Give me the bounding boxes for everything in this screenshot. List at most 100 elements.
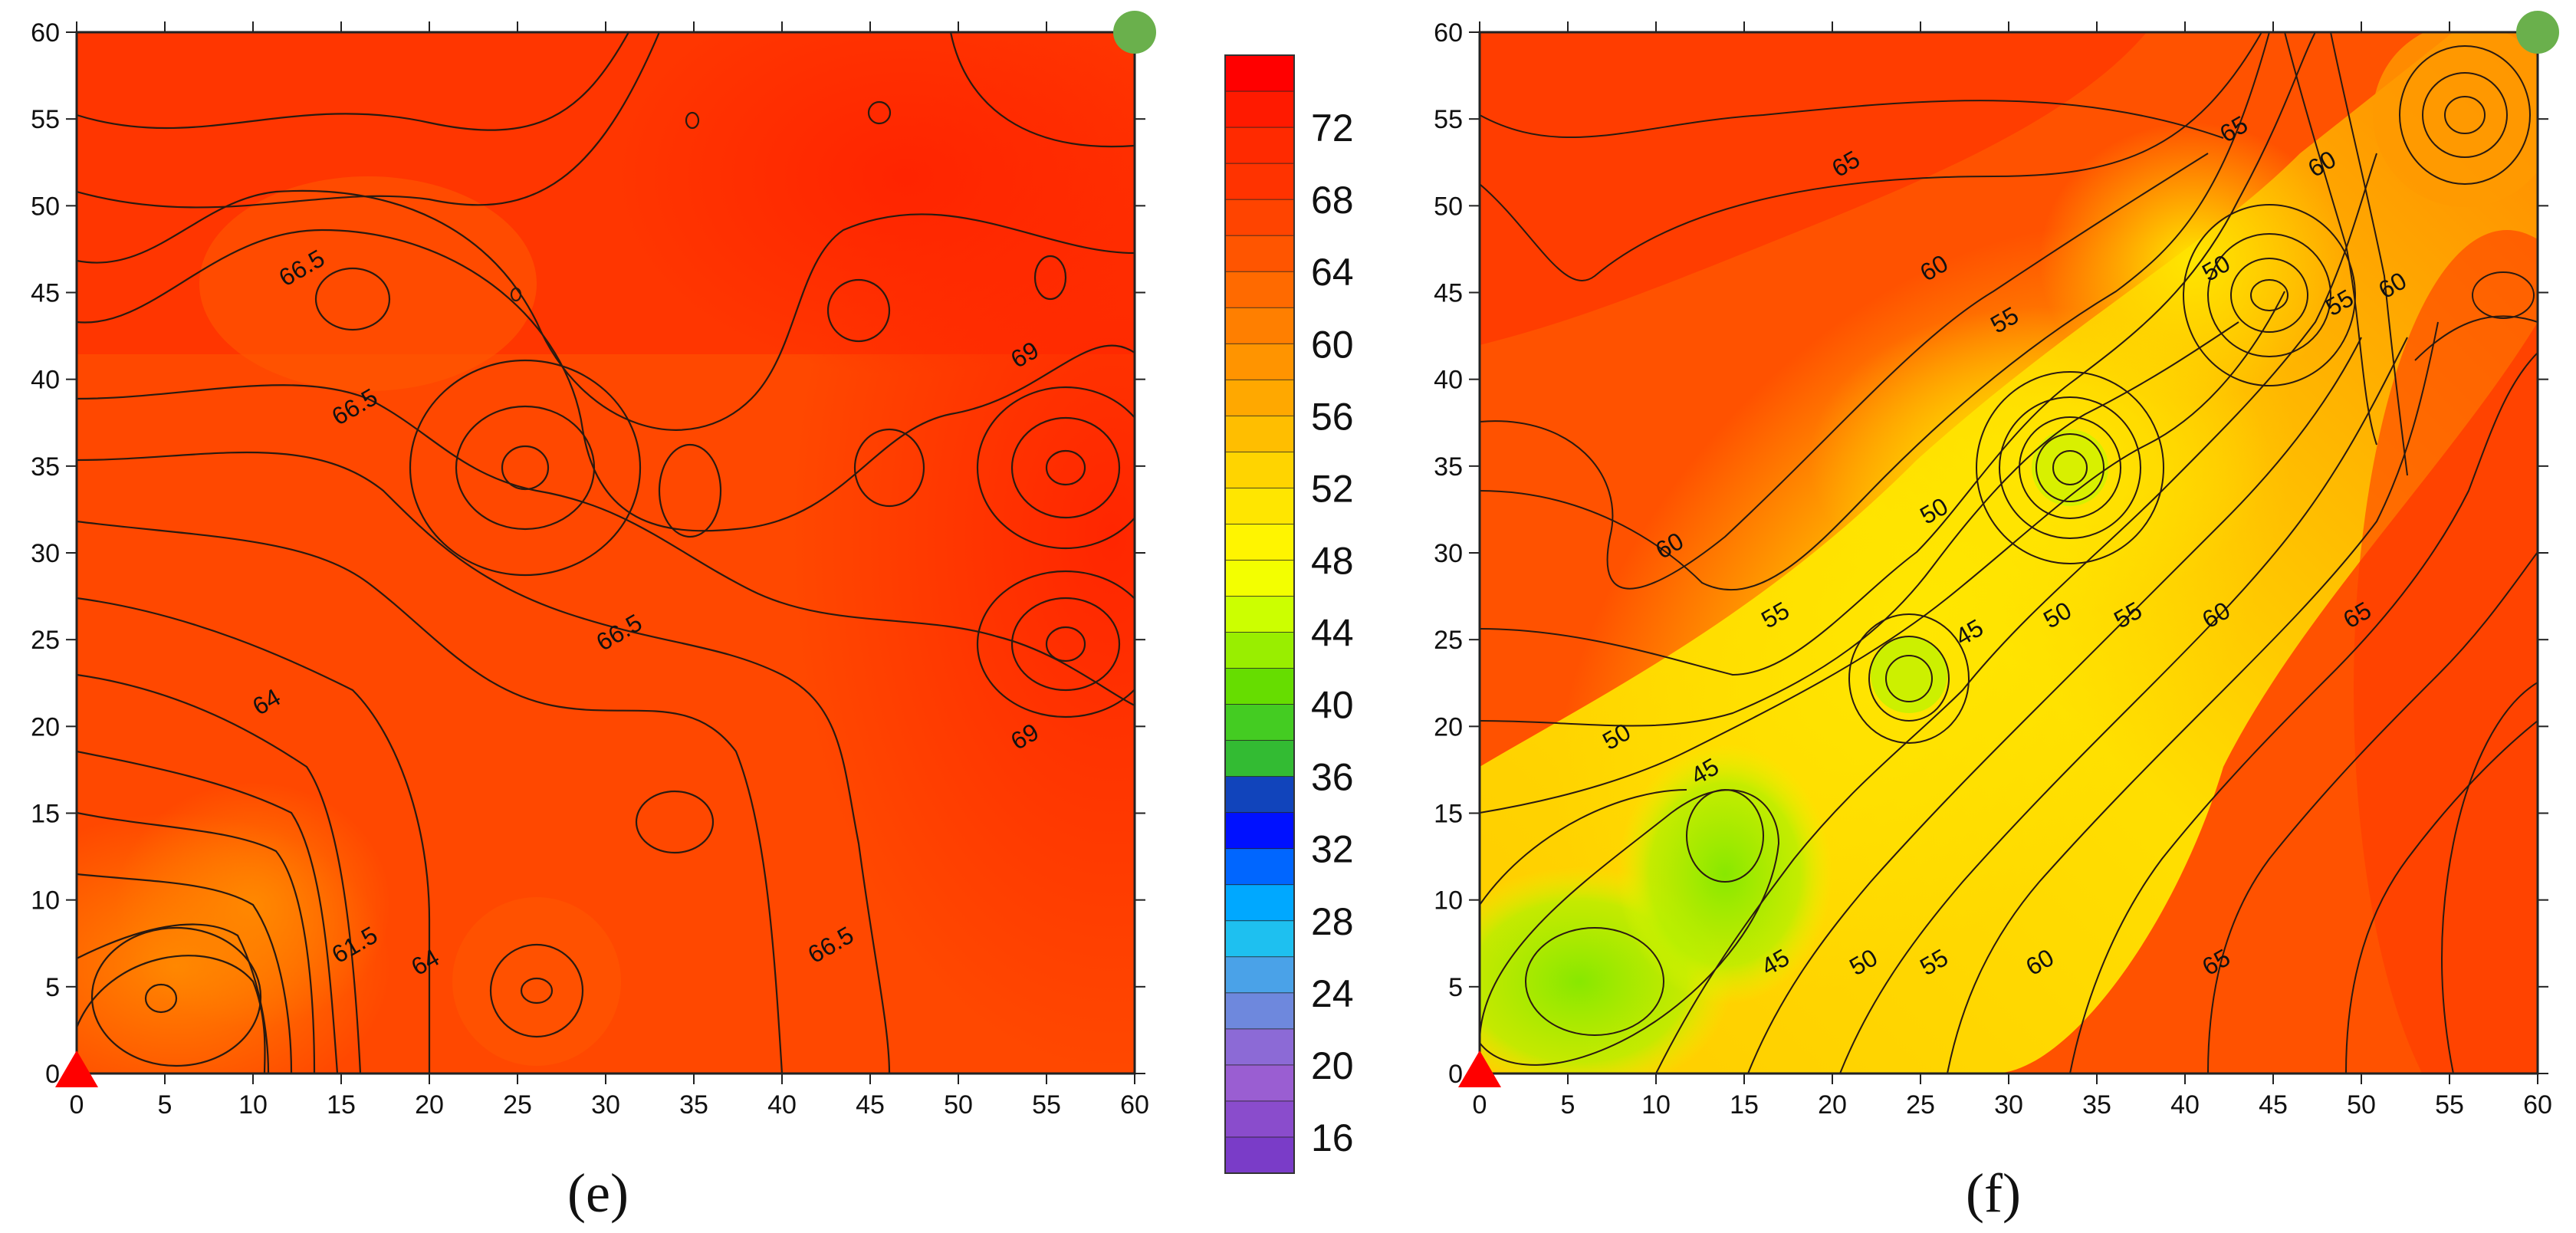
colorbar-swatch xyxy=(1224,343,1295,381)
x-tick-label: 0 xyxy=(70,1090,84,1120)
colorbar-swatch xyxy=(1224,992,1295,1030)
x-tick-label: 5 xyxy=(158,1090,172,1120)
colorbar-swatch xyxy=(1224,1064,1295,1102)
x-tick-label: 60 xyxy=(2523,1090,2552,1120)
y-tick-label: 55 xyxy=(1434,105,1463,134)
x-tick-label: 15 xyxy=(1730,1090,1759,1120)
x-tick-label: 45 xyxy=(856,1090,885,1120)
x-tick-label: 0 xyxy=(1473,1090,1487,1120)
colorbar-swatch xyxy=(1224,1028,1295,1066)
colorbar-swatch xyxy=(1224,704,1295,741)
colorbar-swatch xyxy=(1224,632,1295,669)
colorbar-swatch xyxy=(1224,451,1295,489)
x-tick-label: 30 xyxy=(591,1090,620,1120)
panel-f-markers xyxy=(1458,11,2559,1087)
y-tick-label: 0 xyxy=(45,1060,60,1089)
panel-e-markers xyxy=(55,11,1156,1087)
colorbar-swatch xyxy=(1224,163,1295,201)
x-tick-label: 20 xyxy=(1818,1090,1847,1120)
colorbar-label: 56 xyxy=(1311,395,1354,438)
panel-e-contours xyxy=(77,32,1135,1074)
panel-f-fill xyxy=(1480,32,2538,1074)
colorbar-label: 24 xyxy=(1311,972,1354,1015)
colorbar-swatch xyxy=(1224,884,1295,922)
x-tick-label: 50 xyxy=(944,1090,973,1120)
colorbar-label: 44 xyxy=(1311,612,1354,655)
colorbar-label: 20 xyxy=(1311,1044,1354,1087)
x-tick-label: 10 xyxy=(238,1090,268,1120)
y-tick-label: 15 xyxy=(1434,800,1463,829)
y-tick-label: 5 xyxy=(1448,973,1463,1002)
x-tick-label: 25 xyxy=(1906,1090,1935,1120)
colorbar-swatch xyxy=(1224,54,1295,92)
x-tick-label: 35 xyxy=(679,1090,708,1120)
y-tick-label: 40 xyxy=(1434,366,1463,395)
colorbar-labels: 72 68 64 60 56 52 48 44 40 36 32 28 24 20 16 xyxy=(1311,107,1354,1159)
colorbar-swatch xyxy=(1224,524,1295,561)
colorbar-swatch xyxy=(1224,307,1295,345)
x-tick-label: 20 xyxy=(415,1090,444,1120)
y-tick-label: 10 xyxy=(1434,886,1463,916)
x-tick-label: 5 xyxy=(1561,1090,1576,1120)
x-tick-label: 40 xyxy=(2170,1090,2200,1120)
colorbar-swatch xyxy=(1224,415,1295,453)
y-tick-label: 45 xyxy=(31,279,60,308)
receiver-marker-circle xyxy=(2516,11,2559,54)
y-tick-label: 30 xyxy=(1434,539,1463,568)
colorbar-swatch xyxy=(1224,235,1295,273)
colorbar-label: 60 xyxy=(1311,323,1354,366)
panel-f-letter: (f) xyxy=(1966,1162,2021,1224)
colorbar-label: 40 xyxy=(1311,684,1354,727)
panel-e-axes: 0 5 10 15 20 25 30 35 40 45 50 55 60 0 5 10 15 20 25 30 35 40… xyxy=(31,18,1149,1120)
colorbar-swatch xyxy=(1224,596,1295,633)
x-tick-label: 50 xyxy=(2347,1090,2376,1120)
colorbar-label: 36 xyxy=(1311,756,1354,799)
colorbar-swatch xyxy=(1224,848,1295,886)
x-tick-label: 55 xyxy=(1032,1090,1061,1120)
y-tick-label: 25 xyxy=(1434,626,1463,655)
colorbar-swatch xyxy=(1224,271,1295,309)
colorbar-label: 52 xyxy=(1311,467,1354,510)
panel-f-axes: 0 5 10 15 20 25 30 35 40 45 50 55 60 0 5 10 15 20 25 30 35 40… xyxy=(1434,18,2552,1120)
y-tick-label: 50 xyxy=(1434,192,1463,221)
colorbar-swatch xyxy=(1224,90,1295,128)
y-tick-label: 35 xyxy=(31,452,60,482)
colorbar-swatch xyxy=(1224,487,1295,525)
source-marker-triangle xyxy=(1458,1051,1501,1087)
y-tick-label: 40 xyxy=(31,366,60,395)
colorbar-swatch xyxy=(1224,199,1295,237)
colorbar-swatch xyxy=(1224,740,1295,778)
x-tick-label: 60 xyxy=(1120,1090,1149,1120)
x-tick-label: 10 xyxy=(1641,1090,1671,1120)
panel-e-letter: (e) xyxy=(567,1162,629,1224)
colorbar-swatch xyxy=(1224,1100,1295,1138)
colorbar-label: 72 xyxy=(1311,107,1354,150)
x-tick-label: 25 xyxy=(503,1090,532,1120)
y-tick-label: 30 xyxy=(31,539,60,568)
colorbar-swatch xyxy=(1224,560,1295,597)
receiver-marker-circle xyxy=(1113,11,1156,54)
y-tick-label: 50 xyxy=(31,192,60,221)
x-tick-label: 30 xyxy=(1994,1090,2023,1120)
colorbar-swatch xyxy=(1224,379,1295,417)
colorbar-swatch xyxy=(1224,920,1295,958)
y-tick-label: 5 xyxy=(45,973,60,1002)
x-tick-label: 55 xyxy=(2435,1090,2464,1120)
panel-f-contours xyxy=(1480,32,2538,1074)
colorbar-swatch xyxy=(1224,956,1295,994)
colorbar-swatch xyxy=(1224,127,1295,164)
x-tick-label: 35 xyxy=(2082,1090,2111,1120)
source-marker-triangle xyxy=(55,1051,98,1087)
y-tick-label: 55 xyxy=(31,105,60,134)
y-tick-label: 15 xyxy=(31,800,60,829)
y-tick-label: 25 xyxy=(31,626,60,655)
colorbar-swatches xyxy=(1224,54,1295,1174)
colorbar-frame xyxy=(1224,54,1295,1174)
y-tick-label: 0 xyxy=(1448,1060,1463,1089)
x-tick-label: 15 xyxy=(327,1090,356,1120)
y-tick-label: 10 xyxy=(31,886,60,916)
colorbar-swatch xyxy=(1224,668,1295,705)
